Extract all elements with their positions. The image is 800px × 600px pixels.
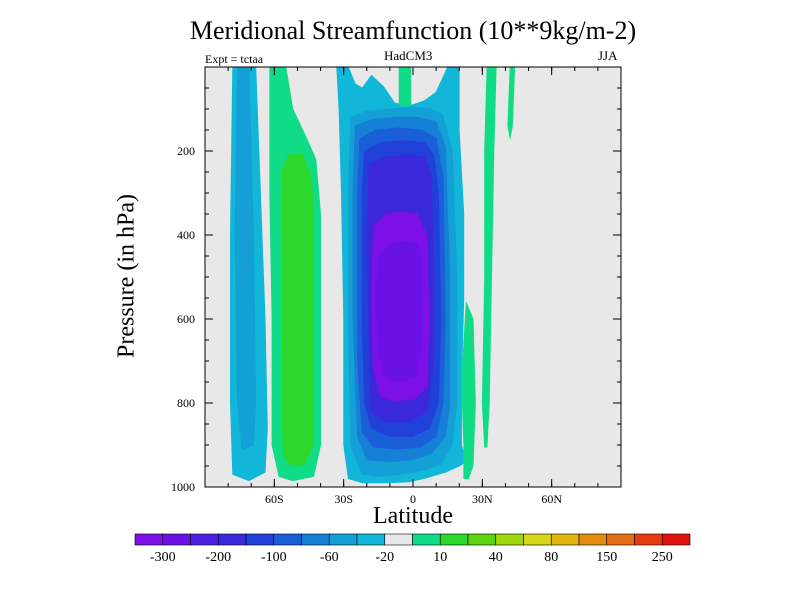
contour-nh_pos_top_1 bbox=[398, 67, 412, 108]
colorbar-swatch bbox=[134, 533, 164, 546]
contour-sh_neg_inner bbox=[234, 67, 257, 450]
contour-nh_pos_thin bbox=[507, 67, 516, 139]
contour-nh_pos_tall bbox=[481, 67, 497, 448]
y-tick-label: 600 bbox=[177, 312, 195, 326]
contour-sh_pos_inner bbox=[280, 152, 315, 467]
colorbar-label: -20 bbox=[375, 550, 394, 565]
colorbar-swatch bbox=[634, 533, 663, 546]
colorbar-swatch bbox=[578, 533, 608, 546]
x-tick-label: 60N bbox=[541, 492, 562, 506]
colorbar-label: -60 bbox=[320, 550, 339, 565]
x-tick-label: 30S bbox=[334, 492, 353, 506]
x-tick-label: 30N bbox=[472, 492, 493, 506]
colorbar-swatch bbox=[523, 533, 552, 546]
x-axis-label: Latitude bbox=[373, 503, 453, 529]
chart-title: Meridional Streamfunction (10**9kg/m-2) bbox=[189, 16, 637, 45]
x-tick-label: 0 bbox=[410, 492, 416, 506]
season-label: JJA bbox=[598, 48, 618, 63]
colorbar-swatch bbox=[356, 533, 386, 546]
colorbar-swatch bbox=[217, 533, 247, 546]
colorbar-swatch bbox=[495, 533, 524, 546]
colorbar-swatch bbox=[190, 533, 219, 546]
colorbar-swatch bbox=[550, 533, 580, 546]
colorbar-label: -200 bbox=[205, 550, 231, 565]
colorbar-label: 40 bbox=[489, 550, 503, 565]
y-tick-label: 1000 bbox=[171, 480, 195, 494]
contour-nh_pos_bottom bbox=[461, 301, 476, 480]
colorbar-label: 150 bbox=[596, 550, 617, 565]
colorbar-swatch bbox=[301, 533, 330, 546]
experiment-label: Expt = tctaa bbox=[205, 52, 264, 66]
colorbar-swatch bbox=[661, 533, 691, 546]
colorbar-swatch bbox=[606, 533, 635, 546]
colorbar-swatch bbox=[328, 533, 358, 546]
contour-layer bbox=[229, 67, 516, 484]
colorbar-swatch bbox=[467, 533, 497, 546]
y-tick-label: 400 bbox=[177, 228, 195, 242]
colorbar-swatch bbox=[245, 533, 275, 546]
colorbar-label: 250 bbox=[652, 550, 673, 565]
y-tick-label: 800 bbox=[177, 396, 195, 410]
colorbar-swatch bbox=[384, 533, 413, 546]
x-tick-label: 60S bbox=[265, 492, 284, 506]
colorbar-label: -100 bbox=[261, 550, 287, 565]
colorbar-label: 80 bbox=[544, 550, 558, 565]
colorbar-swatch bbox=[412, 533, 441, 546]
colorbar-swatch bbox=[439, 533, 469, 546]
y-tick-label: 200 bbox=[177, 144, 195, 158]
contour-nh_neg_core2 bbox=[375, 240, 423, 383]
colorbar-label: 10 bbox=[433, 550, 447, 565]
colorbar-swatch bbox=[273, 533, 302, 546]
colorbar-label: -300 bbox=[150, 550, 176, 565]
model-label: HadCM3 bbox=[384, 48, 433, 63]
colorbar-swatch bbox=[162, 533, 191, 546]
